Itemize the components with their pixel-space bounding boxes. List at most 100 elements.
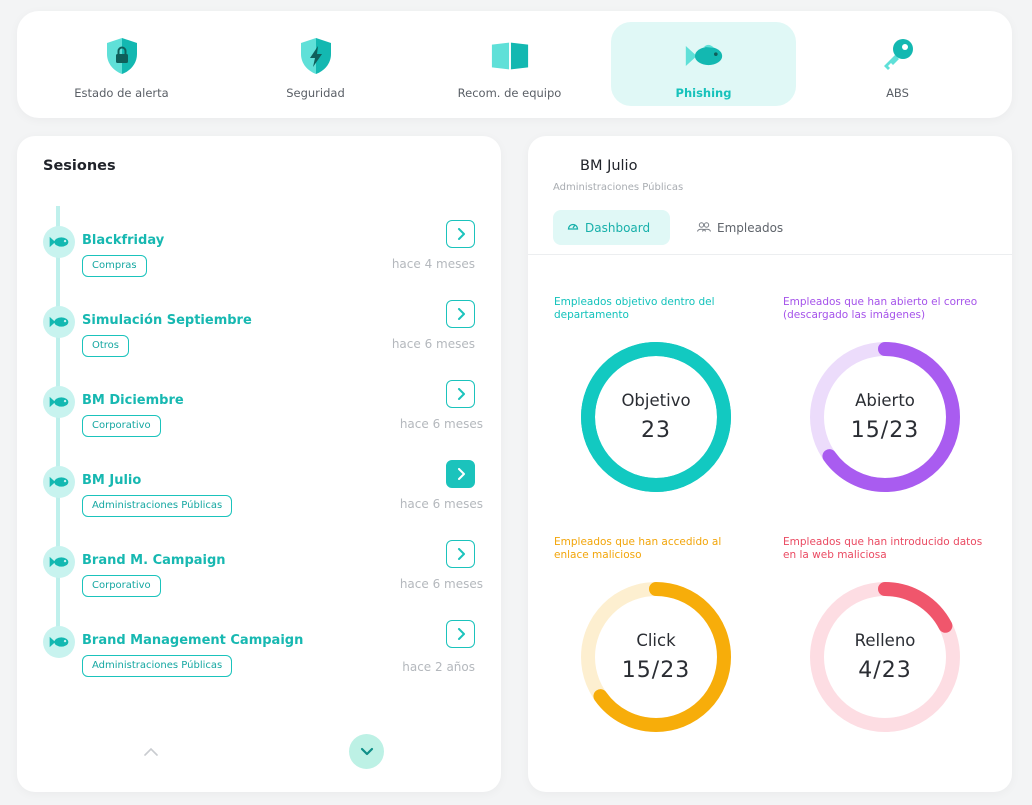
chevron-right-icon [456, 305, 466, 324]
nav-label: Seguridad [286, 86, 345, 100]
fish-icon [43, 466, 75, 498]
shield-lock-icon [102, 36, 142, 76]
nav-label: Phishing [675, 86, 732, 100]
session-detail-panel: BM Julio Administraciones Públicas Dashb… [528, 136, 1012, 792]
session-title: BM Julio [580, 158, 638, 174]
metric-objetivo: Empleados objetivo dentro del departamen… [554, 296, 774, 536]
donut-chart: Abierto 15/23 [810, 342, 960, 492]
chevron-right-icon [456, 625, 466, 644]
open-session-button[interactable] [446, 300, 475, 328]
session-time: hace 2 años [402, 660, 475, 674]
session-item[interactable]: BM Diciembre Corporativo hace 6 meses [17, 374, 501, 454]
tab-label: Empleados [717, 220, 784, 235]
top-navigation: Estado de alerta Seguridad Recom. de equ… [17, 11, 1012, 118]
scroll-down-button[interactable] [349, 734, 384, 769]
shield-bolt-icon [296, 36, 336, 76]
donut-ring [581, 342, 731, 492]
open-session-button[interactable] [446, 460, 475, 488]
fish-icon [43, 226, 75, 258]
nav-item-estado-de-alerta[interactable]: Estado de alerta [29, 22, 214, 106]
metric-value: 15/23 [621, 658, 691, 683]
session-time: hace 6 meses [399, 577, 483, 591]
chevron-right-icon [456, 225, 466, 244]
fish-icon [43, 626, 75, 658]
chevron-down-icon [360, 742, 374, 761]
chevron-up-icon [144, 741, 158, 760]
timeline-line [56, 206, 60, 646]
metric-label: Empleados que han accedido al enlace mal… [554, 536, 722, 561]
open-session-button[interactable] [446, 380, 475, 408]
session-tag: Corporativo [82, 415, 161, 437]
donut-ring [810, 582, 960, 732]
session-tag: Compras [82, 255, 147, 277]
donut-progress-arc [810, 342, 960, 492]
session-time: hace 6 meses [399, 497, 483, 511]
tab-dashboard[interactable]: Dashboard [553, 210, 670, 245]
metric-label: Empleados objetivo dentro del departamen… [554, 296, 715, 321]
sessions-title: Sesiones [43, 158, 116, 174]
metric-label: Empleados que han introducido datos en l… [783, 536, 983, 561]
tab-empleados[interactable]: Empleados [683, 210, 797, 245]
session-item[interactable]: Blackfriday Compras hace 4 meses [17, 214, 501, 294]
open-session-button[interactable] [446, 620, 475, 648]
fish-icon [684, 36, 724, 76]
chevron-right-icon [456, 545, 466, 564]
donut-ring [581, 582, 731, 732]
metric-value: 23 [641, 418, 671, 443]
nav-item-abs[interactable]: ABS [805, 22, 990, 106]
scroll-up-button[interactable] [141, 740, 161, 760]
session-name: Brand Management Campaign [82, 633, 304, 648]
people-icon [697, 221, 711, 235]
open-session-button[interactable] [446, 540, 475, 568]
session-tag: Administraciones Públicas [82, 495, 233, 517]
session-item-active[interactable]: BM Julio Administraciones Públicas hace … [17, 454, 501, 534]
metric-click: Empleados que han accedido al enlace mal… [554, 536, 774, 776]
nav-label: Estado de alerta [74, 86, 169, 100]
nav-item-phishing[interactable]: Phishing [611, 22, 796, 106]
fish-icon [43, 306, 75, 338]
session-name: Simulación Septiembre [82, 313, 252, 328]
fish-icon [43, 546, 75, 578]
divider [528, 254, 1012, 255]
sessions-panel: Sesiones Blackfriday Compras hace 4 mese… [17, 136, 501, 792]
metric-name: Relleno [854, 631, 916, 650]
nav-item-seguridad[interactable]: Seguridad [223, 22, 408, 106]
open-book-icon [490, 36, 530, 76]
session-subtitle: Administraciones Públicas [553, 182, 684, 193]
session-name: Blackfriday [82, 233, 165, 248]
session-item[interactable]: Simulación Septiembre Otros hace 6 meses [17, 294, 501, 374]
session-name: BM Diciembre [82, 393, 184, 408]
session-item[interactable]: Brand M. Campaign Corporativo hace 6 mes… [17, 534, 501, 614]
donut-progress-arc [810, 582, 960, 732]
tab-label: Dashboard [585, 220, 651, 235]
key-icon [878, 36, 918, 76]
metric-name: Objetivo [621, 391, 691, 410]
metric-abierto: Empleados que han abierto el correo (des… [783, 296, 1003, 536]
gauge-icon [567, 220, 579, 235]
session-time: hace 4 meses [391, 257, 475, 271]
donut-ring [810, 342, 960, 492]
donut-chart: Objetivo 23 [581, 342, 731, 492]
nav-item-recom-de-equipo[interactable]: Recom. de equipo [417, 22, 602, 106]
session-tag: Corporativo [82, 575, 161, 597]
donut-progress-arc [581, 342, 731, 492]
session-name: BM Julio [82, 473, 142, 488]
donut-progress-arc [581, 582, 731, 732]
donut-chart: Click 15/23 [581, 582, 731, 732]
session-name: Brand M. Campaign [82, 553, 226, 568]
open-session-button[interactable] [446, 220, 475, 248]
session-time: hace 6 meses [391, 337, 475, 351]
metric-value: 15/23 [850, 418, 920, 443]
nav-label: Recom. de equipo [457, 86, 562, 100]
metric-relleno: Empleados que han introducido datos en l… [783, 536, 1003, 776]
nav-label: ABS [886, 86, 909, 100]
session-tag: Otros [82, 335, 130, 357]
metric-name: Abierto [855, 391, 915, 410]
chevron-right-icon [456, 385, 466, 404]
session-item[interactable]: Brand Management Campaign Administracion… [17, 614, 501, 694]
metric-name: Click [636, 631, 676, 650]
fish-icon [43, 386, 75, 418]
chevron-right-icon [456, 465, 466, 484]
metric-value: 4/23 [858, 658, 912, 683]
session-tag: Administraciones Públicas [82, 655, 233, 677]
